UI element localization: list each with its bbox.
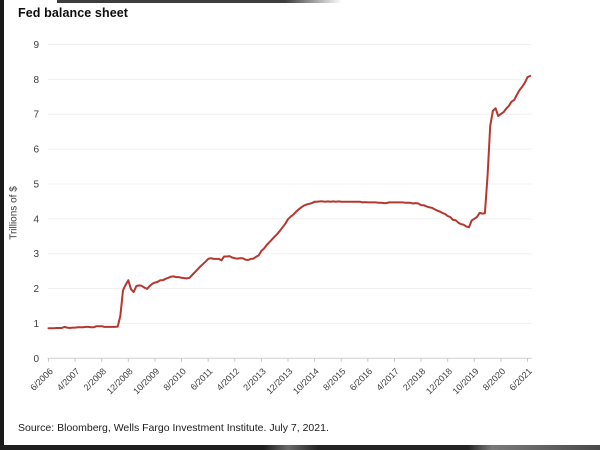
x-tick-label: 4/2007 <box>55 366 82 393</box>
x-tick-label: 10/2019 <box>451 366 481 396</box>
x-tick-label: 6/2016 <box>348 366 375 393</box>
source-note: Source: Bloomberg, Wells Fargo Investmen… <box>18 422 329 434</box>
y-tick-label: 1 <box>33 319 39 330</box>
x-tick-label: 12/2008 <box>105 366 135 396</box>
left-border-artifact <box>0 0 4 450</box>
top-border-artifact <box>57 0 342 3</box>
x-tick-label: 10/2009 <box>131 366 161 396</box>
y-tick-label: 7 <box>33 110 39 121</box>
x-tick-label: 8/2010 <box>161 366 188 393</box>
x-tick-label: 8/2020 <box>481 366 508 393</box>
y-tick-label: 2 <box>33 284 39 295</box>
x-tick-label: 10/2014 <box>291 366 321 396</box>
x-tick-label: 6/2021 <box>507 366 534 393</box>
x-tick-label: 4/2017 <box>374 366 401 393</box>
y-tick-label: 9 <box>33 40 39 51</box>
balance-sheet-line <box>47 74 532 330</box>
x-tick-label: 8/2015 <box>321 366 348 393</box>
y-tick-label: 6 <box>33 145 39 156</box>
y-axis-label: Trillions of $ <box>8 186 20 240</box>
y-tick-label: 8 <box>33 75 39 86</box>
x-tick-label: 12/2018 <box>424 366 454 396</box>
bottom-border-artifact <box>0 445 600 450</box>
y-tick-label: 5 <box>33 179 39 190</box>
x-tick-label: 12/2013 <box>264 366 294 396</box>
x-tick-label: 6/2011 <box>189 366 215 392</box>
chart-title: Fed balance sheet <box>18 6 129 20</box>
y-tick-label: 4 <box>33 214 39 225</box>
x-tick-label: 4/2012 <box>215 366 242 393</box>
y-tick-label: 3 <box>33 249 39 260</box>
y-tick-label: 0 <box>33 354 39 365</box>
x-tick-label: 6/2006 <box>28 366 55 393</box>
